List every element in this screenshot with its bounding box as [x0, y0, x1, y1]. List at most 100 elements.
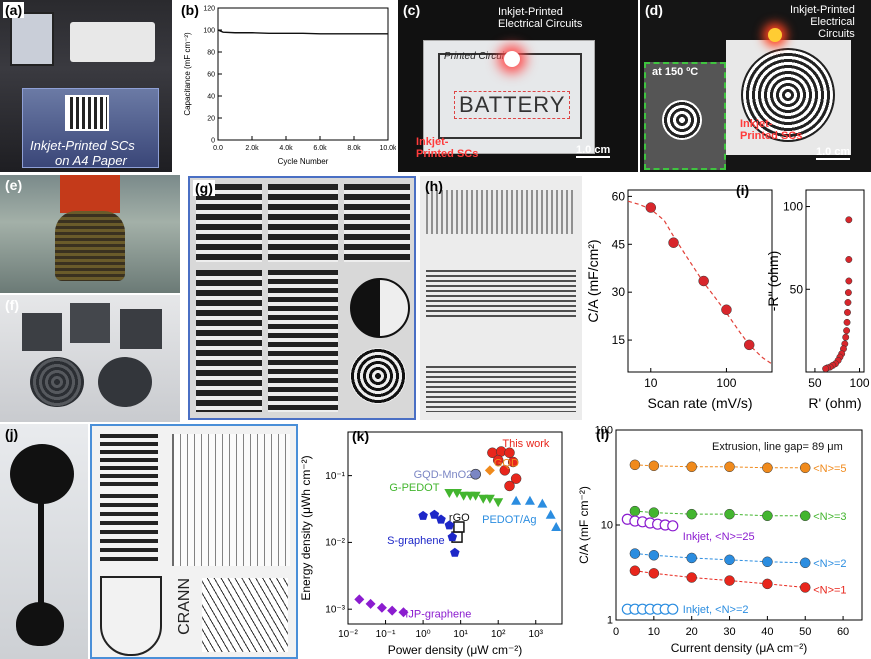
x-tick-label: 6.0k: [313, 145, 327, 152]
y-tick-label: 15: [612, 333, 626, 347]
nyquist-point: [845, 256, 853, 263]
data-point: [629, 548, 641, 559]
y-tick-label: 60: [612, 189, 626, 203]
data-point: [484, 494, 495, 504]
data-point: [762, 462, 773, 474]
circuit-sheet: Printed Circuit BATTERY: [423, 40, 595, 154]
y-axis-label: Capacitance (mF cm⁻²): [183, 32, 192, 116]
data-point: [762, 510, 773, 522]
data-point: [799, 462, 811, 474]
nyquist-point: [822, 365, 830, 373]
y-tick-label: 120: [203, 5, 215, 12]
data-point: [629, 459, 641, 471]
data-point: [724, 575, 735, 586]
x-tick-label: 100: [716, 376, 736, 390]
interdigitated-pattern: [100, 434, 158, 486]
x-tick-label: 100: [850, 376, 870, 390]
harp-drawing: [172, 434, 290, 566]
ink-blob: [10, 444, 74, 504]
x-tick-label: 50: [808, 376, 822, 390]
data-point: [799, 510, 811, 522]
paper-sheet: [22, 88, 159, 168]
y-tick-label: 80: [207, 49, 215, 56]
panel-label-j: (j): [5, 426, 19, 442]
series-line: [634, 553, 806, 564]
panel-label-f: (f): [5, 297, 19, 313]
x-axis-label: Cycle Number: [278, 157, 329, 166]
y-axis-label: -R'' (ohm): [765, 251, 781, 312]
data-point: [799, 557, 811, 569]
block-2: [70, 303, 110, 343]
y-axis-label: Energy density (μWh cm⁻²): [300, 455, 313, 600]
electrode-2: [268, 184, 338, 262]
x-tick-label: 0.0: [213, 145, 223, 152]
data-point: [492, 454, 504, 466]
plot-frame: [805, 189, 865, 373]
y-tick-label: 1: [607, 615, 613, 627]
data-point: [398, 607, 409, 618]
spiral-device-small-icon: [662, 100, 702, 140]
data-point: [484, 465, 495, 476]
series-line: [634, 464, 806, 469]
data-point: [629, 505, 641, 517]
y-tick-label: 10: [601, 520, 613, 532]
data-point: [724, 461, 735, 473]
panel-i: 10 100 15 30 45 60 Scan rate (mV/s) C/A (mF/cm²…: [584, 176, 871, 420]
data-point: [376, 602, 387, 613]
data-point: [504, 480, 515, 492]
data-point: [686, 572, 697, 583]
data-point: [418, 510, 428, 520]
data-point: [724, 554, 735, 566]
nozzle: [60, 175, 120, 213]
panel-k: 10⁻² 10⁻¹ 10⁰ 10¹ 10² 10³ 10⁻³ 10⁻² 10⁻¹ Power de…: [300, 424, 572, 659]
panel-f-photo: (f): [0, 295, 180, 422]
ink-stream: [38, 500, 44, 610]
crann-text: CRANN: [176, 578, 193, 635]
device-row-3: [426, 366, 576, 412]
crest-pattern: [100, 576, 162, 656]
nyquist-point: [843, 327, 851, 335]
line-pattern: [202, 578, 288, 652]
battery-text: BATTERY: [454, 91, 571, 119]
panel-label-e: (e): [5, 177, 23, 193]
data-point: [648, 550, 660, 561]
series-label: <N>=1: [813, 584, 846, 596]
x-axis-label: Power density (μW cm⁻²): [388, 643, 523, 657]
data-point: [452, 488, 463, 498]
y-tick-label: 100: [203, 27, 215, 34]
panel-l: 0 10 20 30 40 50 60 1 10 100 Current density (μA c…: [574, 424, 871, 659]
nyquist-point: [844, 299, 852, 306]
y-tick-label: 30: [612, 285, 626, 299]
nyquist-point: [844, 289, 852, 297]
panel-d-photo: Inkjet-Printed Electrical Circuits at 15…: [640, 0, 871, 172]
data-point: [524, 495, 535, 505]
nyquist-point: [842, 333, 850, 341]
panel-e-photo: (e): [0, 175, 180, 293]
series-annotation: rGO: [449, 512, 470, 524]
device-row-2: [426, 270, 576, 320]
panel-label-d: (d): [645, 2, 663, 18]
series-line: [634, 510, 806, 517]
data-point: [648, 507, 660, 518]
panel-g-photo: (g): [188, 176, 416, 420]
data-point: [667, 603, 679, 615]
device-row-1: [426, 190, 576, 234]
panel-b: 0.0 2.0k 4.0k 6.0k 8.0k 10.0k 0 20 40 60 80 100 120 C…: [176, 0, 396, 172]
data-point: [387, 605, 398, 616]
x-tick-label: 8.0k: [347, 145, 361, 152]
y-tick-label: 100: [783, 200, 803, 214]
y-axis-label: C/A (mF cm⁻²): [577, 486, 591, 564]
panel-label-c: (c): [403, 2, 421, 18]
data-point: [762, 556, 773, 568]
y-tick-label: 50: [790, 282, 804, 296]
x-tick-label: 50: [799, 626, 811, 638]
data-point: [686, 461, 697, 473]
y-tick-label: 100: [595, 425, 613, 437]
panel-a-caption-1: Inkjet-Printed SCs: [30, 138, 135, 153]
y-tick-label: 40: [207, 93, 215, 100]
panel-a-caption-2: on A4 Paper: [55, 153, 127, 168]
sc-pattern-icon: [65, 95, 109, 131]
panel-c-circuit-label: Inkjet-Printed Electrical Circuits: [498, 6, 583, 30]
chart-k: 10⁻² 10⁻¹ 10⁰ 10¹ 10² 10³ 10⁻³ 10⁻² 10⁻¹ Power de…: [300, 431, 563, 657]
series-label: Inkjet, <N>=25: [683, 531, 755, 543]
